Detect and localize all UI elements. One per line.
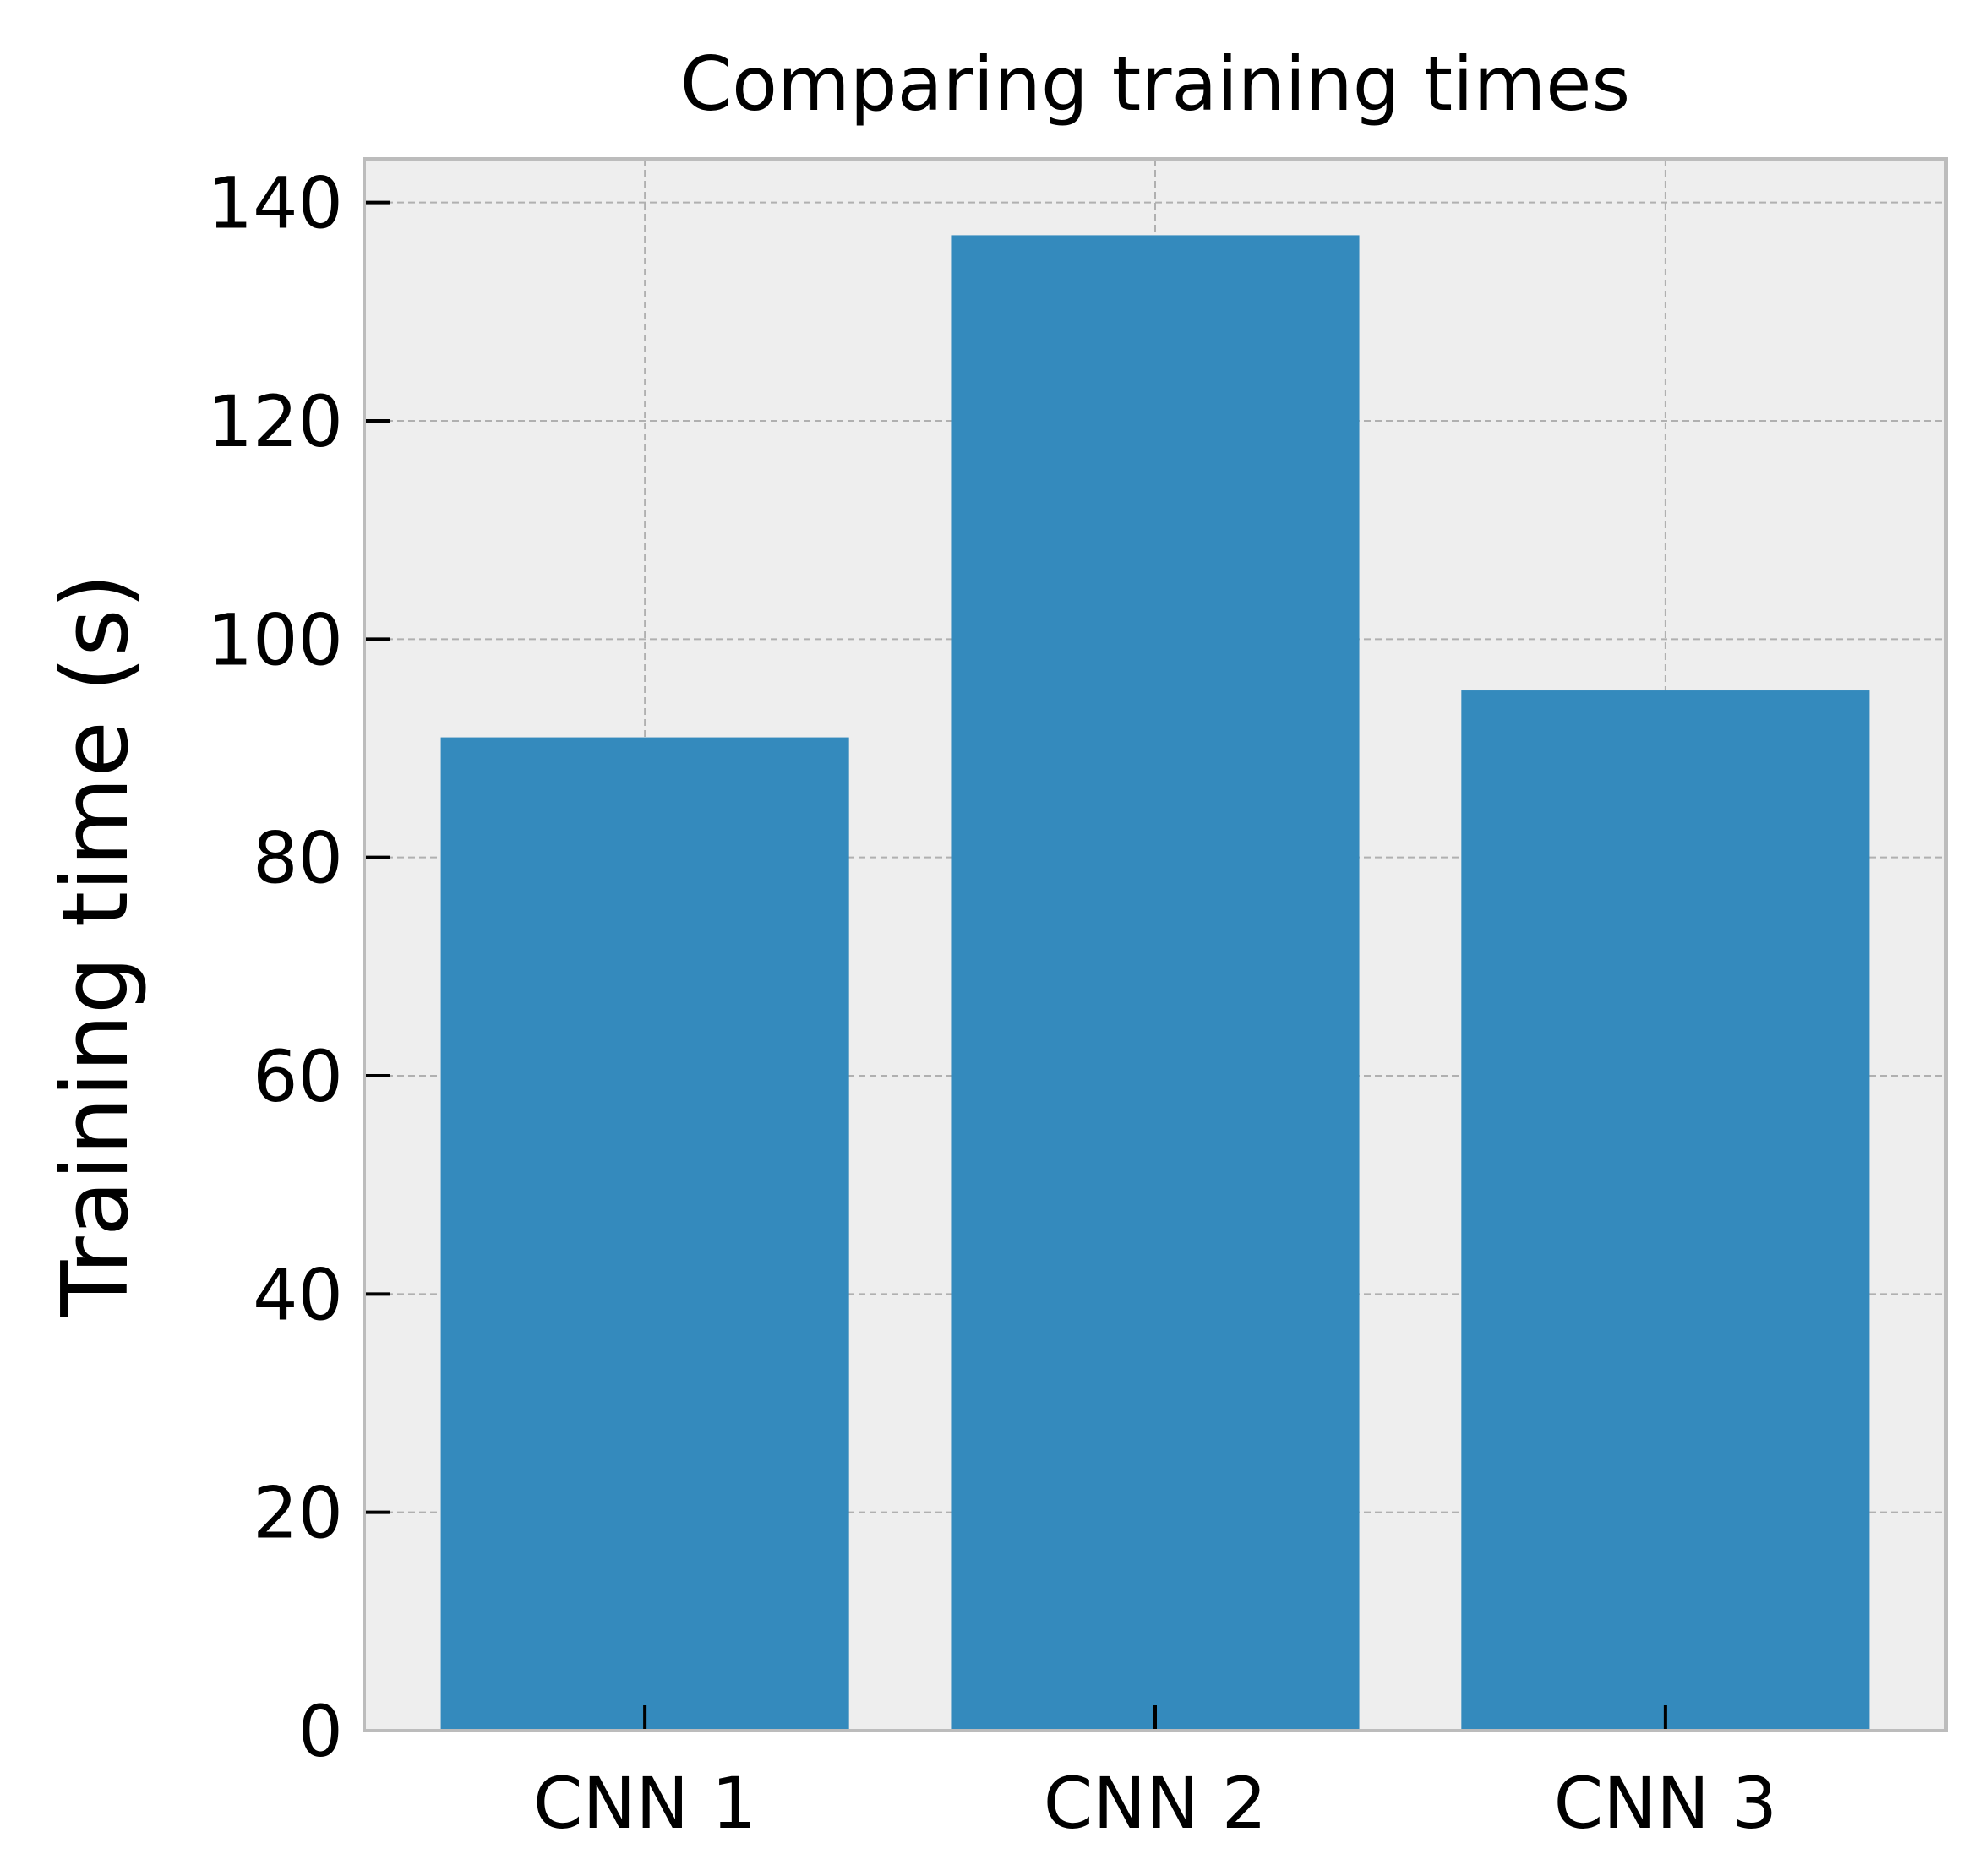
chart-title: Comparing training times <box>680 41 1631 128</box>
x-tick-label: CNN 3 <box>1554 1762 1777 1845</box>
y-tick-label: 120 <box>208 380 343 463</box>
y-tick-label: 80 <box>253 817 343 900</box>
y-tick-label: 20 <box>253 1472 343 1555</box>
y-tick-label: 60 <box>253 1035 343 1118</box>
bar-cnn-1 <box>440 737 849 1731</box>
y-tick-label: 40 <box>253 1253 343 1336</box>
x-tick-labels: CNN 1 CNN 2 CNN 3 <box>533 1762 1777 1845</box>
bar-cnn-3 <box>1461 690 1870 1731</box>
x-tick-label: CNN 1 <box>533 1762 756 1845</box>
y-tick-label: 140 <box>208 162 343 245</box>
x-tick-label: CNN 2 <box>1044 1762 1267 1845</box>
bars <box>440 235 1870 1731</box>
bar-cnn-2 <box>951 235 1360 1731</box>
plot-frame <box>363 157 1948 1732</box>
y-tick-label: 0 <box>298 1690 343 1773</box>
y-tick-label: 100 <box>208 598 343 681</box>
y-tick-labels: 0 20 40 60 80 100 120 140 <box>208 162 343 1773</box>
y-axis-label: Training time (s) <box>43 573 149 1317</box>
